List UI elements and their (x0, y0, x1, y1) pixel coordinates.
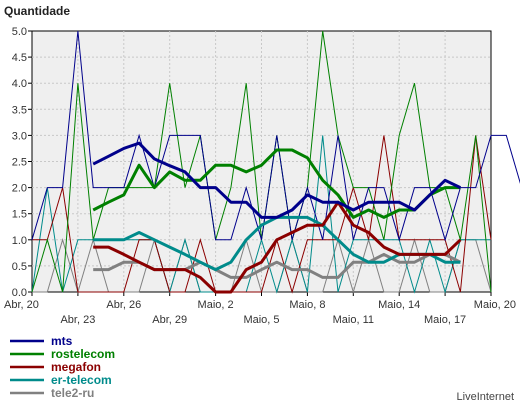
x-tick-label: Abr, 20 (4, 299, 39, 311)
series-mts-average (92, 141, 462, 219)
legend-label: mts (51, 334, 73, 348)
y-tick-label: 2.0 (12, 183, 27, 195)
x-tick-label: Abr, 29 (152, 314, 187, 326)
legend-label: er-telecom (51, 373, 112, 387)
series-megafon-average (93, 200, 462, 294)
x-tick-label: Abr, 23 (60, 314, 95, 326)
series-megafon-daily (32, 135, 492, 294)
x-tick-label: Maio, 14 (378, 299, 420, 311)
y-tick-label: 3.5 (12, 104, 27, 116)
x-tick-label: Maio, 17 (424, 314, 466, 326)
y-tick-label: 2.5 (12, 157, 27, 169)
x-tick-label: Maio, 5 (243, 314, 279, 326)
x-tick-label: Abr, 26 (106, 299, 141, 311)
legend-label: rostelecom (51, 347, 115, 361)
y-tick-label: 0.5 (12, 261, 27, 273)
legend-label: megafon (51, 360, 101, 374)
x-tick-label: Maio, 8 (289, 299, 325, 311)
y-tick-label: 1.5 (12, 209, 27, 221)
y-tick-label: 0.0 (12, 287, 27, 299)
y-tick-label: 4.0 (12, 78, 27, 90)
brand-label: LiveInternet (457, 391, 514, 403)
y-tick-label: 4.5 (12, 52, 27, 64)
y-tick-label: 5.0 (12, 26, 27, 38)
y-tick-label: 3.0 (12, 130, 27, 142)
x-tick-label: Maio, 20 (474, 299, 516, 311)
chart-title: Quantidade (4, 4, 70, 18)
series-layer (31, 30, 520, 294)
y-tick-label: 1.0 (12, 235, 27, 247)
x-axis: Abr, 20 Abr, 26 Maio, 2 Maio, 8 Maio, 14 Maio… (4, 292, 516, 326)
y-axis: 0.0 0.5 1.0 1.5 2.0 2.5 3.0 3.5 4.0 4.5 5.0 (12, 26, 32, 299)
x-tick-label: Maio, 2 (198, 299, 234, 311)
series-mts-daily (31, 30, 520, 242)
legend-label: tele2-ru (51, 386, 94, 400)
series-rostelecom-average (92, 148, 461, 219)
x-tick-label: Maio, 11 (333, 314, 374, 326)
